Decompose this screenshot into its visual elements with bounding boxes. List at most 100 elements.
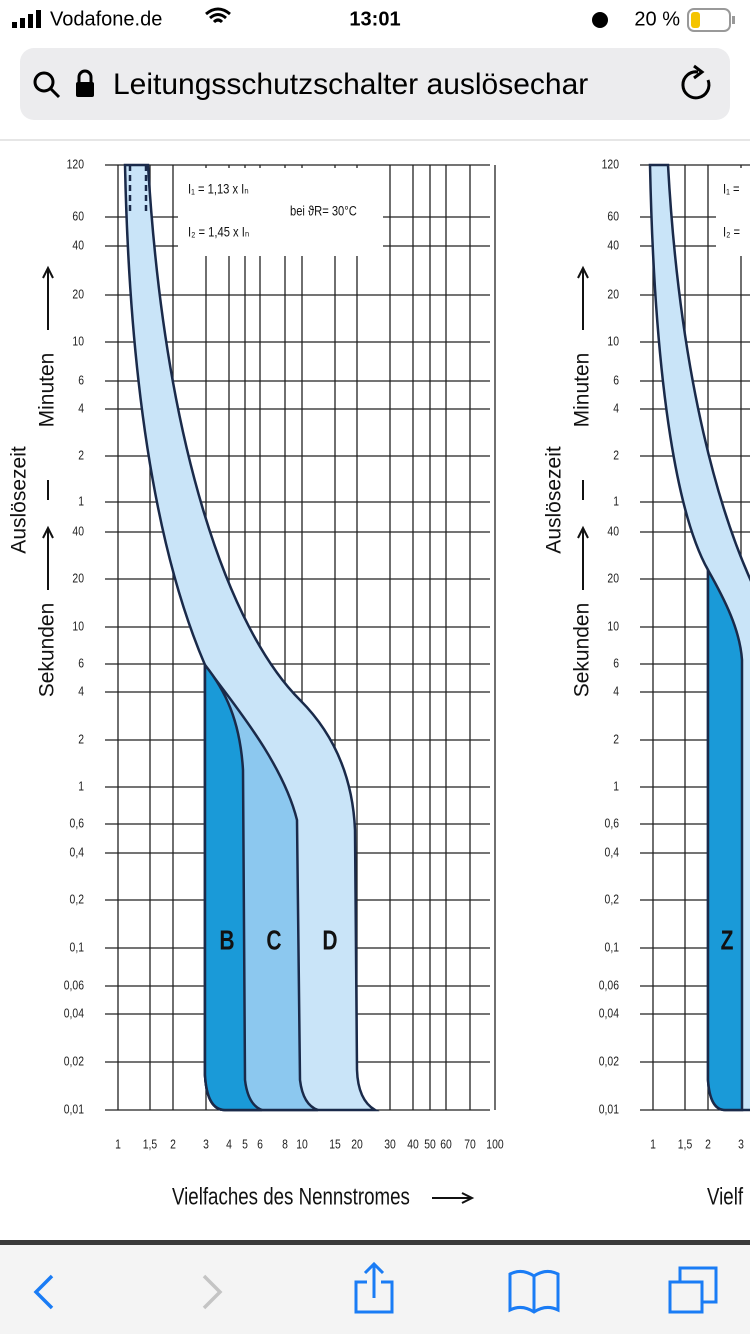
band-label: Z (721, 926, 734, 957)
y-tick-label: 0,4 (605, 845, 620, 859)
reload-button[interactable] (681, 70, 711, 100)
x-tick-label: 5 (242, 1137, 248, 1151)
y-tick-label: 1 (78, 779, 84, 793)
x-axis-title: Vielfaches des Nennstromes (172, 1183, 410, 1210)
y-axis-arrows (42, 265, 54, 590)
y-tick-label: 4 (613, 684, 619, 698)
y-tick-label: 10 (607, 619, 619, 633)
bands-left (123, 163, 380, 1112)
y-axis-seconds: Sekunden (36, 603, 59, 698)
x-tick-label: 3 (203, 1137, 209, 1151)
y-tick-label: 0,04 (599, 1006, 620, 1020)
x-tick-label: 100 (486, 1137, 504, 1151)
y-tick-label: 6 (613, 373, 619, 387)
y-tick-label: 4 (613, 401, 619, 415)
band-label: C (266, 926, 281, 957)
y-tick-label: 1 (78, 494, 84, 508)
y-tick-label: 0,2 (605, 892, 619, 906)
annotation: I₁ = (723, 182, 740, 197)
lock-icon (76, 69, 94, 97)
forward-button[interactable] (202, 1274, 223, 1310)
y-tick-label: 0,6 (605, 816, 620, 830)
y-tick-label: 40 (607, 524, 619, 538)
band-z (706, 565, 744, 1112)
y-tick-label: 0,04 (64, 1006, 85, 1020)
y-tick-label: 10 (72, 619, 84, 633)
y-tick-label: 120 (602, 157, 620, 171)
x-tick-label: 1,5 (143, 1137, 158, 1151)
clock: 13:01 (349, 8, 400, 30)
y-tick-label: 10 (607, 334, 619, 348)
bands-right (648, 163, 750, 1112)
y-tick-label: 0,01 (64, 1102, 84, 1116)
annotation-box (178, 168, 383, 256)
y-axis-seconds: Sekunden (571, 603, 594, 698)
dashed-limits (128, 165, 148, 215)
y-tick-label: 0,2 (70, 892, 84, 906)
y-tick-label: 6 (78, 656, 84, 670)
bookmarks-button[interactable] (508, 1269, 560, 1314)
annotation: I₂ = (723, 225, 740, 240)
x-axis-arrow (432, 1192, 475, 1204)
y-tick-label: 6 (78, 373, 84, 387)
y-axis-minutes: Minuten (36, 353, 59, 428)
y-tick-label: 0,02 (599, 1054, 619, 1068)
y-tick-label: 20 (72, 287, 84, 301)
x-tick-label: 1 (115, 1137, 121, 1151)
y-tick-label: 20 (72, 571, 84, 585)
tabs-button[interactable] (668, 1266, 718, 1314)
reload-arrow (693, 64, 705, 80)
y-tick-label: 0,06 (64, 978, 85, 992)
y-axis-arrows (577, 265, 589, 590)
x-tick-label: 8 (282, 1137, 288, 1151)
y-tick-label: 2 (78, 448, 84, 462)
band-label: D (322, 926, 337, 957)
carrier: Vodafone.de (50, 8, 162, 30)
band-label: B (219, 926, 234, 957)
x-tick-label: 20 (351, 1137, 363, 1151)
y-tick-label: 0,01 (599, 1102, 619, 1116)
y-tick-label: 10 (72, 334, 84, 348)
url-text[interactable]: Leitungsschutzschalter auslösechar (113, 68, 588, 101)
x-tick-label: 2 (170, 1137, 176, 1151)
y-tick-label: 0,1 (605, 940, 619, 954)
y-tick-label: 4 (78, 401, 84, 415)
annotation: I₁ = 1,13 x Iₙ (188, 182, 249, 197)
y-tick-label: 40 (607, 238, 619, 252)
x-axis-title: Vielf (707, 1183, 744, 1210)
y-tick-label: 6 (613, 656, 619, 670)
annotation: I₂ = 1,45 x Iₙ (188, 225, 249, 240)
alarm-icon (592, 12, 608, 28)
annotation: bei ϑR= 30°C (290, 204, 357, 219)
y-tick-label: 0,1 (70, 940, 84, 954)
share-button[interactable] (354, 1261, 394, 1314)
x-tick-label: 60 (440, 1137, 452, 1151)
y-axis-title: Auslösezeit (8, 446, 31, 554)
y-tick-label: 1 (613, 779, 619, 793)
back-button[interactable] (33, 1274, 54, 1310)
signal-icon (12, 10, 41, 28)
y-tick-label: 1 (613, 494, 619, 508)
x-tick-label: 30 (384, 1137, 396, 1151)
x-tick-label: 1 (650, 1137, 656, 1151)
y-tick-label: 120 (67, 157, 85, 171)
y-tick-label: 0,06 (599, 978, 620, 992)
wifi-icon (205, 7, 231, 24)
x-tick-label: 15 (329, 1137, 341, 1151)
y-tick-label: 40 (72, 524, 84, 538)
y-axis-minutes: Minuten (571, 353, 594, 428)
y-axis-title: Auslösezeit (543, 446, 566, 554)
y-tick-label: 2 (613, 732, 619, 746)
band-b (203, 661, 263, 1112)
annotation-box-right (716, 168, 750, 256)
y-tick-label: 20 (607, 571, 619, 585)
x-tick-label: 2 (705, 1137, 711, 1151)
address-bar[interactable] (20, 48, 730, 120)
y-tick-label: 20 (607, 287, 619, 301)
x-tick-label: 50 (424, 1137, 436, 1151)
x-tick-label: 10 (296, 1137, 308, 1151)
y-tick-label: 60 (72, 209, 84, 223)
